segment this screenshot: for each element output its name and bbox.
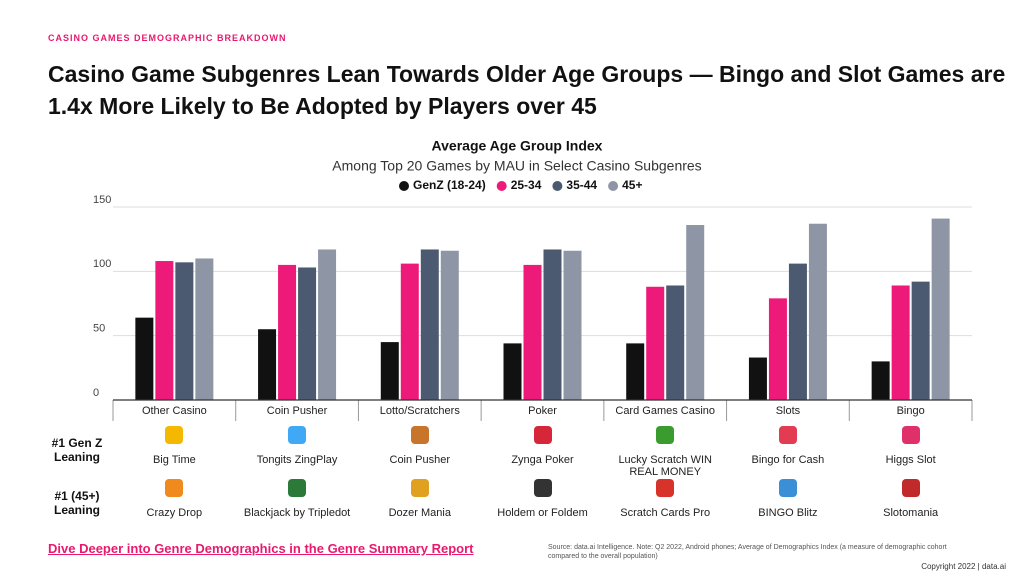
app-name: Crazy Drop — [146, 507, 203, 519]
app-name: Holdem or Foldem — [497, 507, 588, 519]
app-icon — [778, 479, 797, 497]
bar — [155, 261, 174, 400]
app-name: Bingo for Cash — [751, 454, 825, 466]
legend-label: 25-34 — [511, 178, 542, 192]
legend-label: 35-44 — [566, 178, 597, 192]
legend-swatch — [399, 181, 409, 191]
x-tick-label: Slots — [776, 405, 801, 417]
app-icon — [656, 426, 675, 444]
headline: Casino Game Subgenres Lean Towards Older… — [48, 61, 1006, 119]
bar — [400, 263, 419, 400]
bar — [543, 249, 562, 400]
bar — [440, 250, 459, 400]
app-icon — [778, 426, 797, 444]
y-tick-label: 100 — [93, 258, 111, 270]
x-tick-label: Coin Pusher — [267, 405, 328, 417]
row-label: #1 (45+) Leaning — [53, 489, 100, 517]
chart-title: Average Age Group Index — [432, 138, 603, 154]
legend-label: GenZ (18-24) — [413, 178, 486, 192]
app-icon — [165, 479, 184, 497]
bar — [788, 263, 807, 400]
bar — [931, 218, 950, 400]
app-name: Slotomania — [883, 507, 939, 519]
source-note: Source: data.ai Intelligence. Note: Q2 2… — [548, 544, 947, 560]
row-label: #1 Gen Z Leaning — [51, 436, 103, 464]
bar — [768, 298, 787, 400]
bar — [258, 329, 277, 400]
app-name: Coin Pusher — [389, 454, 451, 466]
bar — [911, 281, 930, 400]
legend-swatch — [496, 181, 507, 191]
bar — [748, 357, 767, 400]
y-tick-label: 150 — [93, 194, 111, 206]
app-icon — [165, 426, 184, 444]
app-name: Dozer Mania — [388, 507, 451, 519]
chart-subtitle: Among Top 20 Games by MAU in Select Casi… — [332, 158, 701, 174]
x-tick-label: Other Casino — [142, 405, 207, 417]
bar — [318, 249, 337, 400]
app-icon — [288, 479, 307, 497]
x-tick-label: Poker — [528, 405, 557, 417]
app-name: Scratch Cards Pro — [620, 507, 711, 519]
bar — [380, 342, 399, 400]
bar — [646, 286, 665, 400]
app-icon — [901, 426, 920, 444]
app-icon — [410, 479, 429, 497]
legend-swatch — [608, 181, 619, 191]
app-icon — [533, 426, 552, 444]
app-name: BINGO Blitz — [758, 507, 818, 519]
app-name: Higgs Slot — [885, 454, 936, 466]
app-icon — [533, 479, 552, 497]
bar — [563, 250, 582, 400]
bar — [420, 249, 439, 400]
bar — [686, 225, 705, 400]
app-name: Tongits ZingPlay — [256, 454, 338, 466]
bar — [808, 223, 827, 400]
app-icon — [656, 479, 675, 497]
app-icon — [901, 479, 920, 497]
app-icon — [410, 426, 429, 444]
legend-label: 45+ — [622, 178, 642, 192]
bar — [523, 264, 542, 400]
x-tick-label: Card Games Casino — [615, 405, 715, 417]
app-name: Big Time — [152, 454, 196, 466]
bar — [503, 343, 522, 400]
bar — [298, 267, 317, 400]
bar — [626, 343, 645, 400]
bar — [871, 361, 890, 400]
chart: Average Age Group Index Among Top 20 Gam… — [93, 138, 973, 421]
bar — [175, 262, 194, 400]
y-tick-label: 0 — [93, 387, 99, 399]
bar — [278, 264, 297, 400]
copyright: Copyright 2022 | data.ai — [921, 562, 1006, 571]
bar — [195, 258, 214, 400]
report-link[interactable]: Dive Deeper into Genre Demographics in t… — [48, 541, 474, 556]
app-icon — [288, 426, 307, 444]
bar — [891, 285, 910, 400]
bar — [666, 285, 685, 400]
app-name: Lucky Scratch WIN REAL MONEY — [618, 454, 712, 478]
bar — [135, 317, 154, 400]
eyebrow: CASINO GAMES DEMOGRAPHIC BREAKDOWN — [48, 33, 287, 43]
app-name: Zynga Poker — [511, 454, 574, 466]
y-tick-label: 50 — [93, 323, 105, 335]
x-tick-label: Lotto/Scratchers — [380, 405, 461, 417]
legend-swatch — [552, 181, 563, 191]
x-tick-label: Bingo — [897, 405, 925, 417]
app-name: Blackjack by Tripledot — [243, 507, 351, 519]
